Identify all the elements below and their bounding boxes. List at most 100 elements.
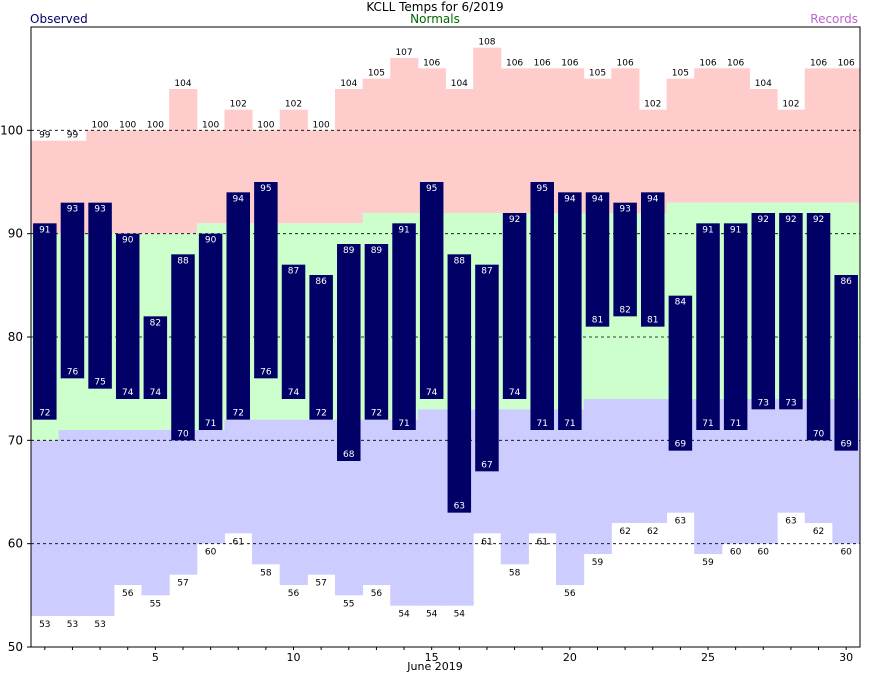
observed-high-label: 94 — [233, 194, 245, 204]
record-high-label: 104 — [451, 79, 468, 89]
record-high-label: 100 — [147, 120, 164, 130]
observed-high-label: 86 — [315, 277, 327, 287]
record-low-band — [390, 419, 419, 606]
observed-bar — [530, 182, 554, 430]
record-low-label: 63 — [785, 517, 796, 527]
record-high-label: 106 — [534, 58, 551, 68]
legend-records: Records — [810, 12, 858, 26]
record-high-band — [307, 130, 336, 224]
observed-bar — [641, 192, 665, 327]
record-low-band — [279, 419, 308, 585]
observed-bar — [171, 254, 195, 441]
record-high-label: 104 — [755, 79, 772, 89]
record-low-label: 55 — [343, 599, 354, 609]
observed-bar — [613, 202, 637, 317]
y-tick-label: 100 — [0, 123, 23, 137]
record-low-band — [196, 430, 225, 544]
observed-high-label: 86 — [840, 277, 852, 287]
record-low-label: 53 — [67, 620, 78, 630]
observed-low-label: 69 — [840, 440, 852, 450]
observed-bar — [475, 264, 499, 472]
record-high-label: 106 — [506, 58, 523, 68]
record-high-band — [445, 89, 474, 213]
observed-low-label: 73 — [785, 398, 796, 408]
observed-low-label: 71 — [536, 419, 547, 429]
observed-low-label: 71 — [564, 419, 575, 429]
observed-high-label: 94 — [564, 194, 576, 204]
x-tick-label: 20 — [563, 651, 577, 664]
observed-low-label: 69 — [675, 440, 687, 450]
observed-low-label: 71 — [205, 419, 216, 429]
record-high-band — [334, 89, 364, 224]
observed-high-label: 95 — [426, 184, 437, 194]
observed-high-label: 82 — [150, 318, 161, 328]
record-low-band — [31, 440, 60, 616]
y-tick-label: 70 — [8, 433, 23, 447]
record-low-band — [500, 409, 529, 565]
record-high-label: 100 — [202, 120, 219, 130]
record-high-label: 105 — [368, 69, 385, 79]
observed-low-label: 63 — [454, 502, 465, 512]
record-low-label: 53 — [39, 620, 50, 630]
observed-low-label: 70 — [813, 429, 825, 439]
observed-bar — [281, 264, 306, 399]
record-high-band — [362, 78, 391, 214]
observed-bar — [502, 213, 527, 399]
record-low-label: 58 — [260, 568, 272, 578]
observed-bar — [419, 182, 444, 399]
observed-low-label: 76 — [260, 367, 272, 377]
observed-bar — [668, 295, 693, 451]
observed-high-label: 92 — [813, 215, 824, 225]
record-low-band — [417, 409, 446, 606]
record-low-label: 61 — [481, 537, 492, 547]
record-low-label: 62 — [647, 527, 658, 537]
record-low-label: 58 — [509, 568, 521, 578]
record-high-label: 105 — [589, 69, 606, 79]
record-low-band — [224, 419, 253, 534]
observed-low-label: 81 — [647, 316, 658, 326]
record-low-band — [556, 409, 585, 585]
record-low-band — [307, 419, 336, 575]
record-high-band — [113, 130, 143, 234]
observed-low-label: 71 — [702, 419, 713, 429]
record-high-band — [666, 78, 695, 203]
y-tick-label: 50 — [8, 640, 23, 654]
record-low-band — [777, 399, 806, 513]
observed-low-label: 74 — [426, 388, 438, 398]
record-high-band — [694, 68, 723, 203]
observed-low-label: 82 — [619, 305, 630, 315]
record-low-label: 62 — [619, 527, 630, 537]
observed-bar — [558, 192, 582, 430]
record-high-label: 106 — [699, 58, 716, 68]
observed-bar — [723, 223, 748, 430]
observed-bar — [88, 202, 112, 389]
record-low-label: 61 — [233, 537, 244, 547]
record-low-label: 56 — [371, 589, 383, 599]
observed-high-label: 91 — [730, 225, 741, 235]
record-low-label: 54 — [454, 610, 466, 620]
record-low-label: 61 — [536, 537, 547, 547]
record-high-band — [390, 58, 419, 213]
record-low-label: 59 — [592, 558, 604, 568]
observed-high-label: 87 — [481, 267, 492, 277]
observed-low-label: 74 — [122, 388, 134, 398]
observed-low-label: 70 — [177, 429, 189, 439]
record-low-band — [611, 399, 640, 523]
record-high-label: 106 — [617, 58, 634, 68]
y-tick-label: 60 — [8, 537, 23, 551]
record-high-band — [804, 68, 833, 203]
record-high-label: 99 — [67, 131, 79, 141]
observed-bar — [806, 213, 831, 441]
record-low-label: 54 — [426, 610, 438, 620]
record-high-label: 106 — [838, 58, 855, 68]
observed-low-label: 72 — [315, 409, 326, 419]
record-high-band — [500, 68, 529, 213]
observed-low-label: 71 — [730, 419, 741, 429]
record-low-label: 60 — [758, 548, 770, 558]
observed-high-label: 87 — [288, 267, 299, 277]
observed-bar — [392, 223, 416, 430]
observed-low-label: 72 — [371, 409, 382, 419]
y-tick-label: 80 — [8, 330, 23, 344]
record-high-band — [556, 68, 585, 213]
